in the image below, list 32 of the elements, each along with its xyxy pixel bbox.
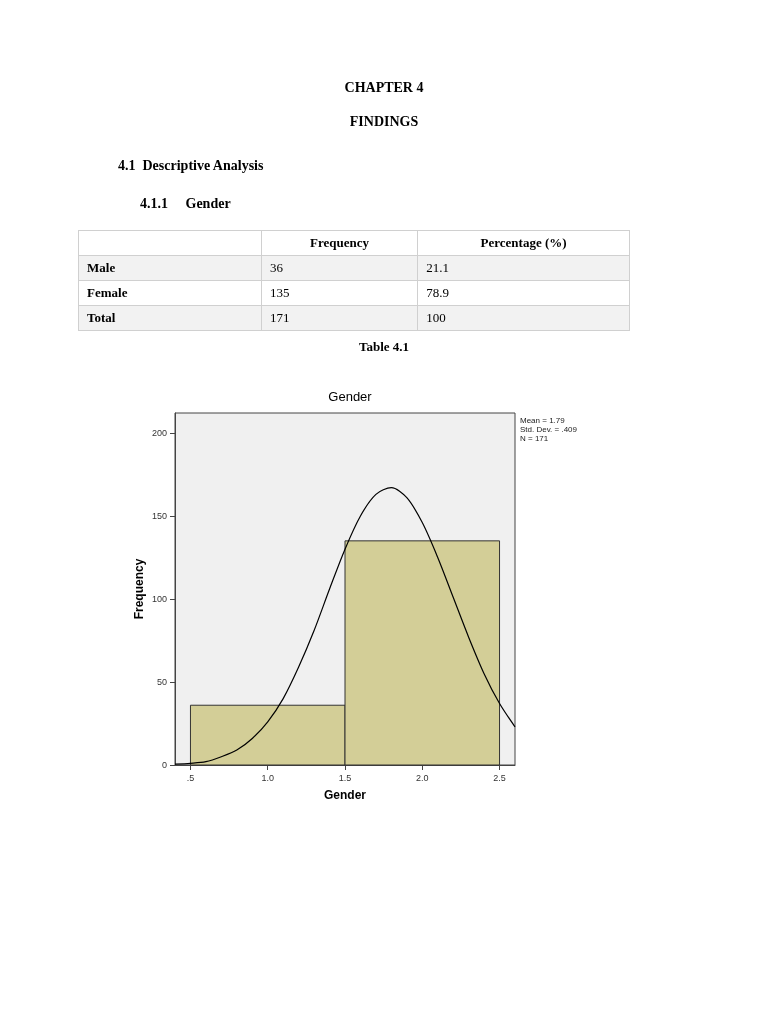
y-tick-label: 200 xyxy=(151,427,167,438)
y-axis-title: Frequency xyxy=(132,558,146,620)
text: CHAPTER 4 xyxy=(343,80,425,96)
text: N = 171 xyxy=(520,433,549,443)
chart-title: Gender xyxy=(328,389,373,404)
text: Mean = 1.79 xyxy=(520,415,566,425)
y-tick-label: 50 xyxy=(156,676,167,687)
y-tick-label: 150 xyxy=(151,510,167,521)
x-tick-label: 1.5 xyxy=(338,772,352,783)
y-tick-label: 0 xyxy=(161,760,167,770)
text: 4.1.1 Gender xyxy=(140,196,232,212)
y-tick-label: 100 xyxy=(151,593,167,604)
text: 4.1 Descriptive Analysis xyxy=(118,158,265,174)
text: 21.1 xyxy=(417,255,630,281)
x-tick-label: 2.5 xyxy=(493,772,506,783)
text: FINDINGS xyxy=(348,114,420,130)
text: Percentage (%) xyxy=(417,230,630,256)
text: 100 xyxy=(417,305,630,331)
x-tick-label: .5 xyxy=(186,772,195,783)
text: Std. Dev. = .409 xyxy=(520,424,578,434)
text: Male xyxy=(78,255,262,281)
text: 135 xyxy=(261,280,418,306)
caption: Table 4.1 xyxy=(357,339,411,355)
text: Total xyxy=(78,305,262,331)
text: Frequency xyxy=(261,230,418,256)
x-tick-label: 1.0 xyxy=(261,772,274,783)
text: 171 xyxy=(261,305,418,331)
text: 36 xyxy=(261,255,418,281)
x-axis-title: Gender xyxy=(323,788,367,802)
x-tick-label: 2.0 xyxy=(416,772,429,783)
text: Female xyxy=(78,280,262,306)
text: 78.9 xyxy=(417,280,630,306)
